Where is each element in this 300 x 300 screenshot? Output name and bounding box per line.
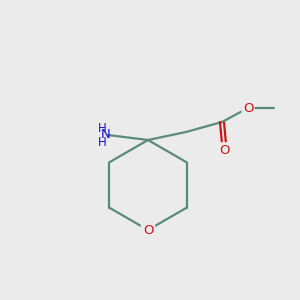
Text: O: O: [143, 224, 153, 236]
Text: H: H: [98, 136, 106, 148]
Text: O: O: [219, 143, 229, 157]
Text: H: H: [98, 122, 106, 134]
Text: N: N: [101, 128, 111, 142]
Text: O: O: [243, 101, 253, 115]
